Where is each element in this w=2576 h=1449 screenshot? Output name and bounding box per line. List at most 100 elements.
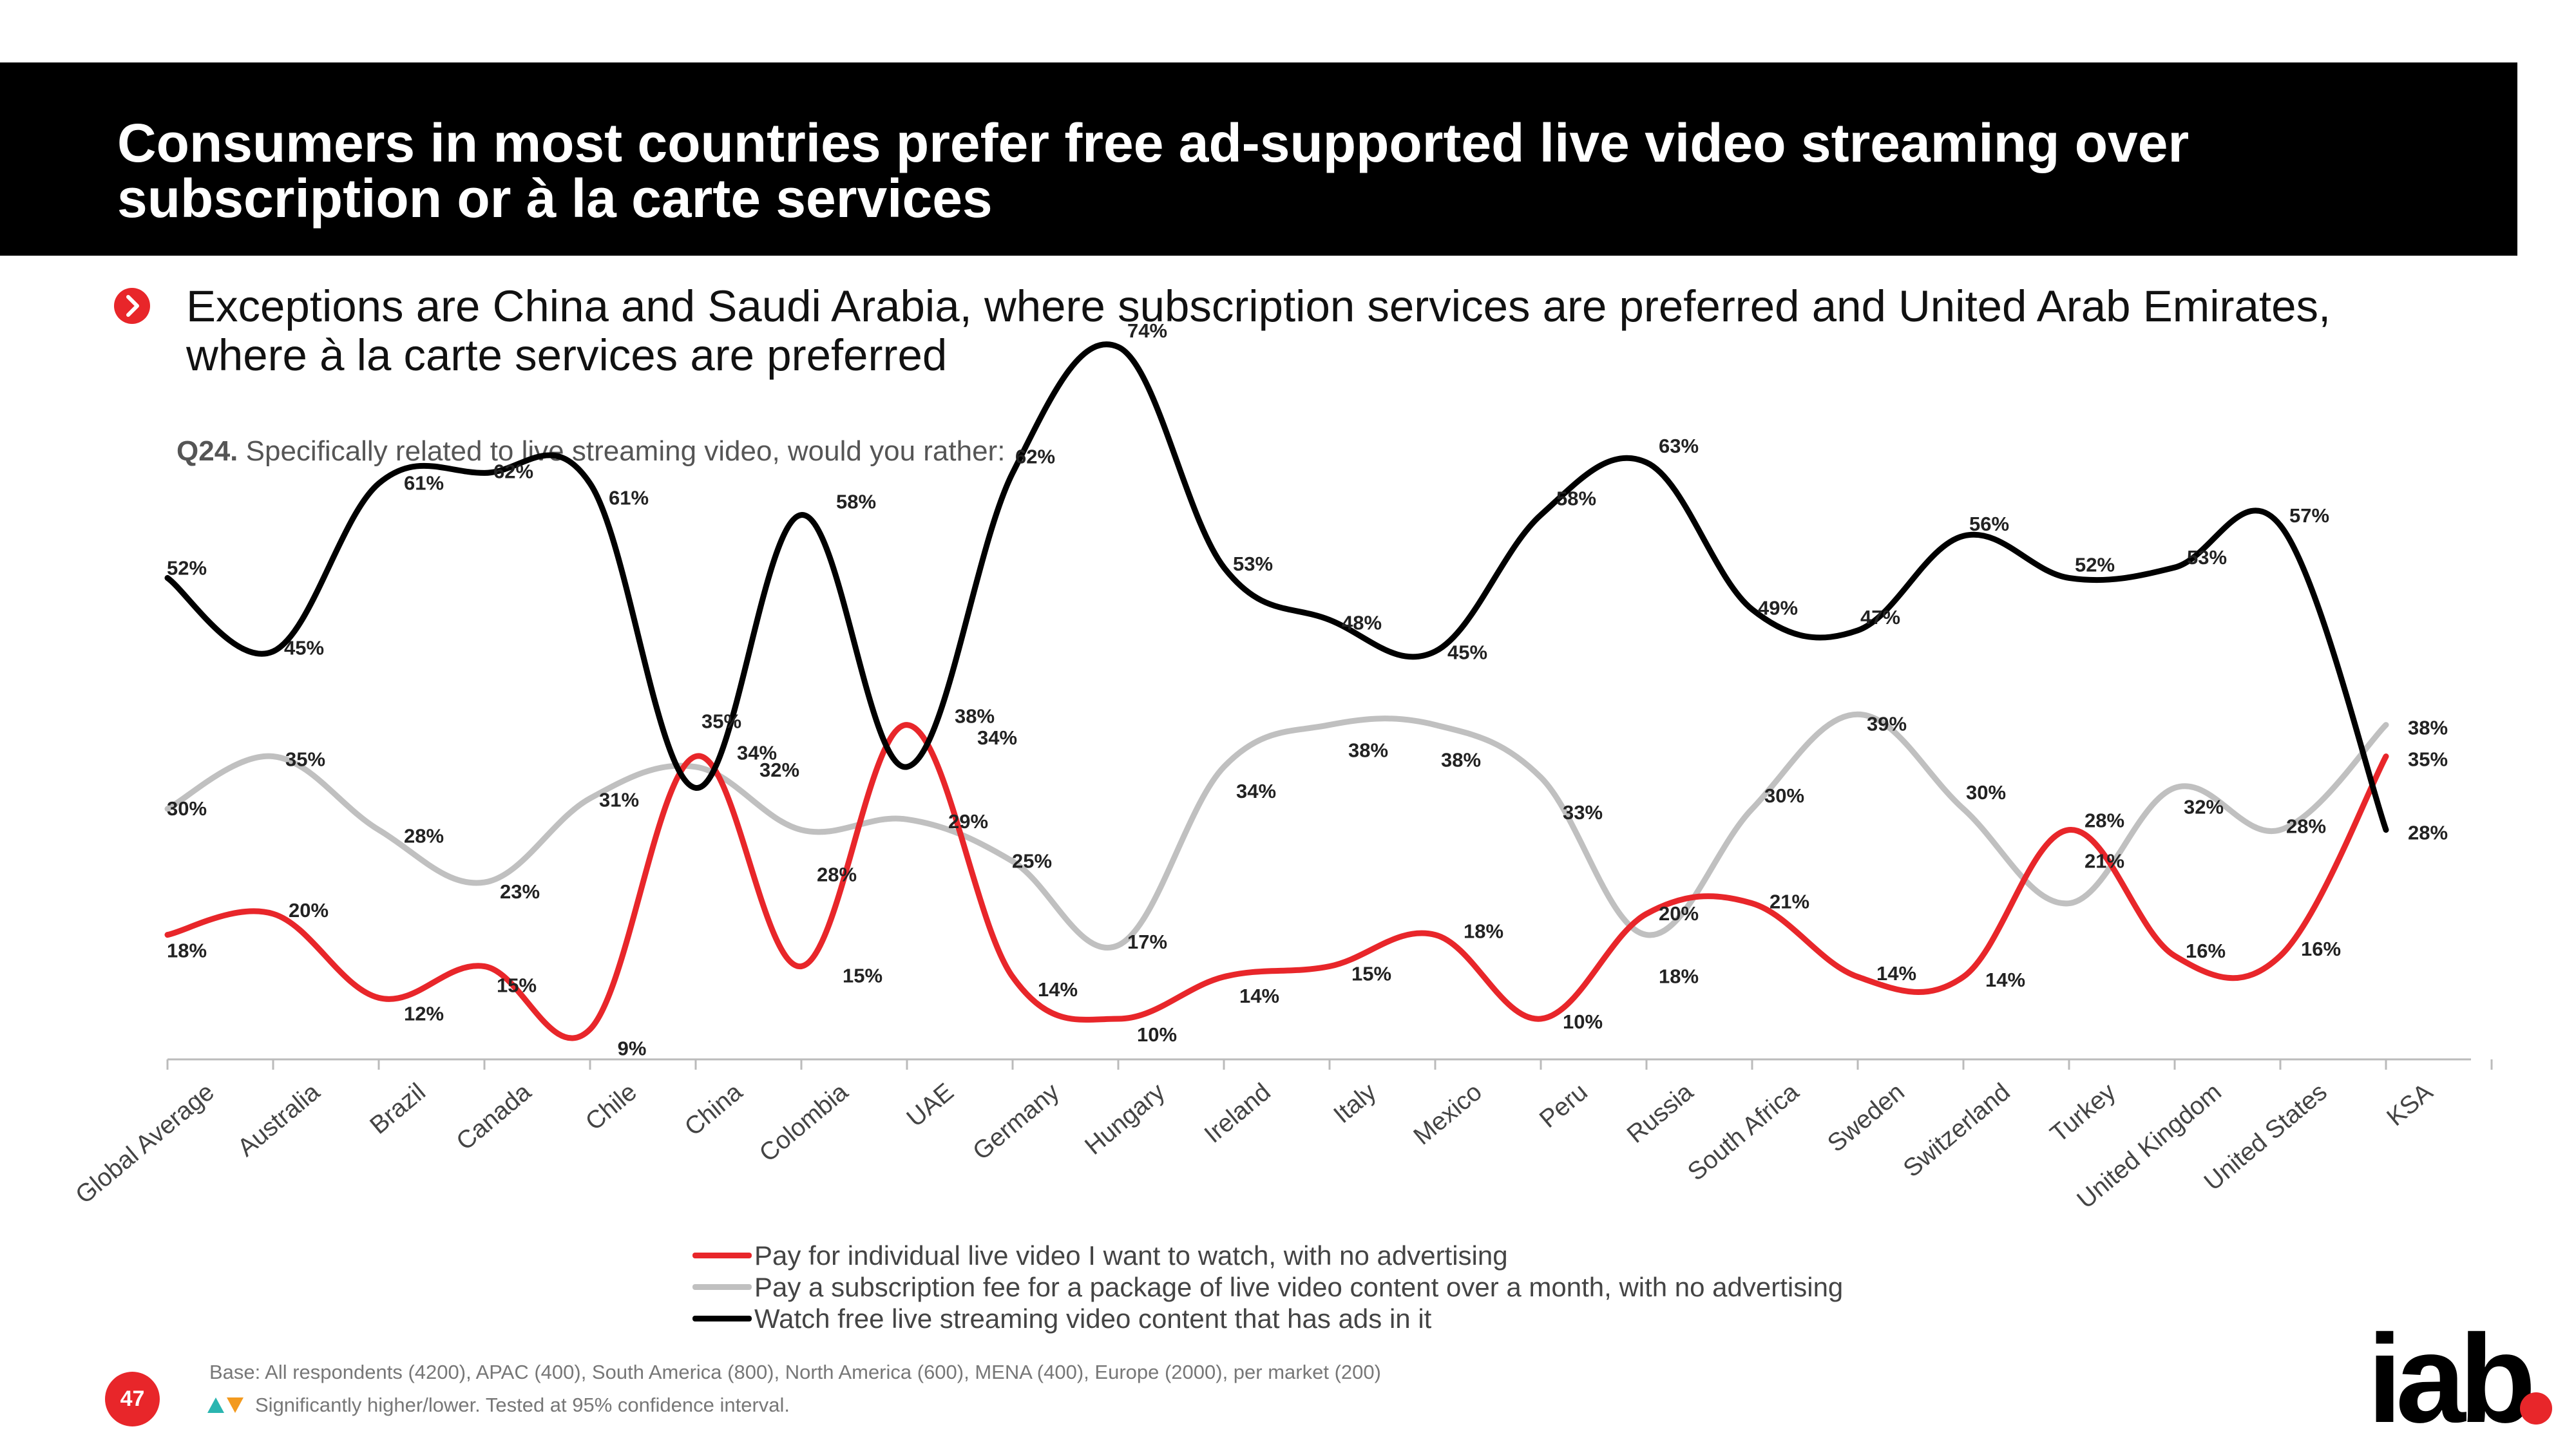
x-tick-label: Turkey: [2045, 1078, 2121, 1148]
title-bar: Consumers in most countries prefer free …: [0, 62, 2517, 256]
data-label-subscription: 35%: [285, 748, 325, 771]
data-label-pay-individual: 15%: [1351, 963, 1391, 985]
page-number: 47: [105, 1372, 160, 1426]
data-label-free-ads: 61%: [609, 487, 649, 509]
x-tick-label: China: [680, 1078, 748, 1142]
data-label-pay-individual: 35%: [701, 710, 741, 733]
data-label-pay-individual: 9%: [618, 1037, 647, 1059]
data-label-free-ads: 45%: [1447, 641, 1487, 664]
x-tick-label: KSA: [2381, 1078, 2438, 1132]
data-label-free-ads: 57%: [2289, 504, 2329, 527]
data-label-free-ads: 63%: [1659, 435, 1699, 457]
legend-item-subscription: Pay a subscription fee for a package of …: [692, 1271, 1843, 1303]
data-label-pay-individual: 38%: [955, 705, 995, 728]
data-label-pay-individual: 21%: [1770, 891, 1809, 913]
x-tick-label: Global Average: [70, 1078, 219, 1209]
data-label-subscription: 21%: [2085, 850, 2124, 873]
data-label-free-ads: 56%: [1969, 513, 2009, 535]
legend-label: Watch free live streaming video content …: [754, 1303, 1432, 1334]
data-label-free-ads: 62%: [493, 460, 533, 482]
data-label-subscription: 28%: [404, 825, 444, 848]
data-label-pay-individual: 18%: [1464, 920, 1503, 943]
legend-label: Pay for individual live video I want to …: [754, 1240, 1508, 1271]
data-label-subscription: 38%: [1348, 739, 1388, 762]
logo-dot: [2520, 1392, 2552, 1425]
data-label-subscription: 38%: [1441, 749, 1481, 772]
significance-row: Significantly higher/lower. Tested at 95…: [207, 1394, 790, 1417]
x-tick-label: Hungary: [1080, 1078, 1170, 1160]
data-label-pay-individual: 14%: [1876, 962, 1916, 985]
data-label-pay-individual: 28%: [2085, 810, 2124, 832]
data-label-subscription: 17%: [1127, 931, 1167, 953]
data-label-free-ads: 52%: [167, 556, 207, 579]
data-label-subscription: 28%: [2286, 815, 2326, 838]
legend-swatch-red: [692, 1253, 752, 1258]
data-label-free-ads: 45%: [284, 637, 324, 659]
data-label-free-ads: 52%: [2075, 553, 2115, 576]
x-tick-label: Chile: [580, 1078, 642, 1136]
data-label-free-ads: 49%: [1758, 596, 1798, 619]
x-tick-label: Peru: [1534, 1078, 1593, 1133]
data-label-pay-individual: 10%: [1137, 1023, 1177, 1046]
data-label-subscription: 38%: [2408, 717, 2448, 739]
x-tick-label: Canada: [451, 1078, 537, 1156]
data-label-free-ads: 61%: [404, 472, 444, 495]
data-label-subscription: 30%: [1764, 784, 1804, 807]
question-text: Q24. Specifically related to live stream…: [177, 435, 1005, 468]
x-tick-label: Sweden: [1822, 1078, 1910, 1158]
x-tick-label: UAE: [902, 1078, 959, 1132]
data-label-pay-individual: 16%: [2186, 940, 2226, 962]
x-tick-label: Russia: [1622, 1078, 1699, 1149]
data-label-subscription: 18%: [1659, 965, 1699, 988]
data-label-pay-individual: 10%: [1563, 1010, 1603, 1033]
data-label-pay-individual: 14%: [1038, 978, 1078, 1001]
data-label-subscription: 29%: [948, 810, 988, 833]
legend: Pay for individual live video I want to …: [692, 1240, 1843, 1334]
subtitle: Exceptions are China and Saudi Arabia, w…: [186, 281, 2331, 380]
data-label-free-ads: 53%: [2187, 546, 2227, 569]
data-label-free-ads: 48%: [1342, 612, 1382, 634]
question-body: Specifically related to live streaming v…: [245, 435, 1006, 467]
data-label-pay-individual: 14%: [1239, 985, 1279, 1007]
page-title: Consumers in most countries prefer free …: [117, 113, 2190, 229]
legend-swatch-black: [692, 1316, 752, 1321]
data-label-subscription: 34%: [1236, 780, 1276, 802]
data-label-subscription: 30%: [1966, 781, 2006, 804]
x-tick-label: Colombia: [754, 1078, 854, 1168]
chevron-bullet-icon: [114, 288, 150, 324]
legend-item-pay-individual: Pay for individual live video I want to …: [692, 1240, 1843, 1271]
x-tick-label: Switzerland: [1898, 1078, 2016, 1183]
data-label-pay-individual: 14%: [1985, 969, 2025, 991]
significance-note: Significantly higher/lower. Tested at 95…: [255, 1394, 790, 1416]
x-tick-label: Brazil: [365, 1078, 430, 1140]
data-label-free-ads: 74%: [1127, 319, 1167, 342]
data-label-free-ads: 32%: [759, 759, 799, 781]
data-label-subscription: 31%: [599, 789, 639, 811]
x-tick-label: Ireland: [1199, 1078, 1276, 1149]
data-label-subscription: 39%: [1867, 712, 1907, 735]
data-label-subscription: 33%: [1563, 801, 1603, 824]
data-label-free-ads: 47%: [1860, 606, 1900, 629]
legend-item-free-ads: Watch free live streaming video content …: [692, 1303, 1843, 1334]
up-triangle-icon: [207, 1397, 224, 1413]
data-label-pay-individual: 35%: [2408, 748, 2448, 771]
series-line-free-ads: [164, 341, 2389, 833]
data-label-pay-individual: 20%: [289, 899, 329, 922]
x-tick-label: Germany: [968, 1078, 1065, 1166]
data-label-subscription: 28%: [817, 864, 857, 886]
data-label-subscription: 23%: [500, 880, 540, 903]
iab-logo: iab: [2367, 1309, 2536, 1449]
data-label-subscription: 34%: [737, 742, 777, 764]
data-label-free-ads: 28%: [2408, 822, 2448, 844]
x-tick-label: Italy: [1328, 1078, 1382, 1129]
data-label-free-ads: 34%: [977, 726, 1017, 749]
down-triangle-icon: [227, 1397, 243, 1413]
series-line-pay-individual: [164, 722, 2389, 1041]
data-label-pay-individual: 15%: [843, 965, 883, 987]
legend-label: Pay a subscription fee for a package of …: [754, 1271, 1844, 1302]
data-label-free-ads: 53%: [1233, 553, 1273, 575]
data-label-free-ads: 58%: [836, 491, 876, 513]
x-tick-label: Mexico: [1409, 1078, 1487, 1150]
data-label-subscription: 25%: [1012, 850, 1052, 873]
